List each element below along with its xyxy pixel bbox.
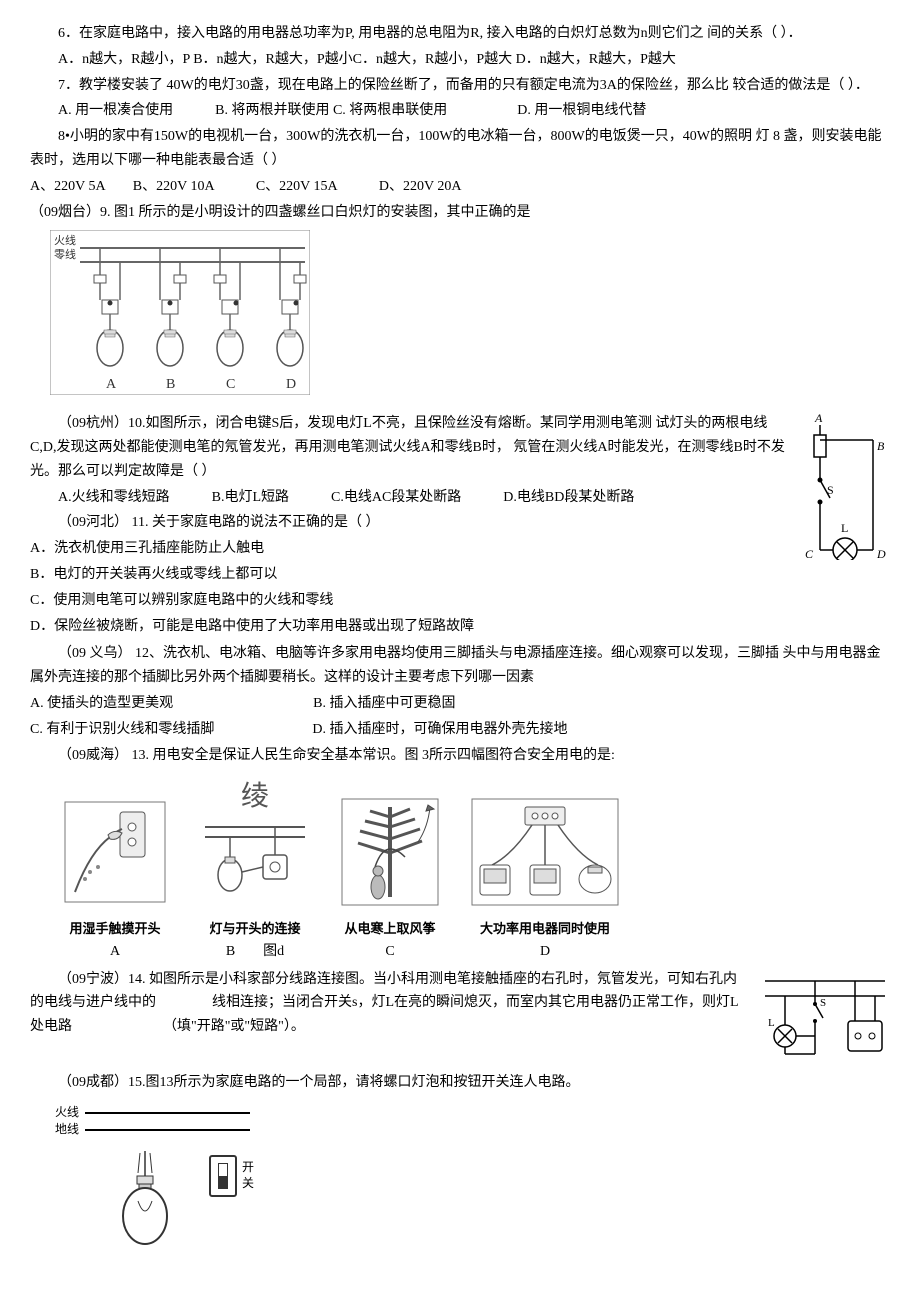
svg-text:关: 关 (242, 1176, 254, 1190)
svg-text:火线: 火线 (55, 1105, 79, 1119)
q6-options: A．n越大，R越小，P B．n越大，R越大，P越小C．n越大，R越小，P越大 D… (30, 48, 890, 72)
q6-text: 6．在家庭电路中，接入电路的用电器总功率为P, 用电器的总电阻为R, 接入电路的… (30, 22, 890, 46)
svg-text:L: L (841, 521, 848, 535)
q11-opt-d: D．保险丝被烧断，可能是电路中使用了大功率用电器或出现了短路故障 (30, 615, 890, 639)
q13-midlabel: 图d (263, 944, 284, 959)
svg-text:地线: 地线 (55, 1122, 79, 1136)
svg-text:L: L (768, 1017, 775, 1029)
q11-opt-c: C．使用测电笔可以辨别家庭电路中的火线和零线 (30, 589, 890, 613)
q14-figure: L S (760, 966, 890, 1070)
q11-opt-b: B．电灯的开关装再火线或零线上都可以 (30, 563, 890, 587)
q13-extra-label: 绫 (200, 773, 310, 821)
q13-letter-c: C (340, 940, 440, 964)
q10-figure: A B S L C D (795, 410, 890, 569)
q9-label-live: 火线 (54, 233, 76, 247)
q8-text: 8•小明的家中有150W的电视机一台，300W的洗衣机一台，100W的电冰箱一台… (30, 125, 890, 173)
q13-fig-c (340, 797, 440, 907)
q9-text: （09烟台）9. 图1 所示的是小明设计的四盏螺丝口白炽灯的安装图，其中正确的是 (30, 201, 890, 225)
q13-fig-d (470, 797, 620, 907)
q9-label-neutral: 零线 (54, 247, 76, 261)
svg-text:D: D (286, 377, 296, 392)
q13-letter-a: A (60, 940, 170, 964)
q13-figure-row: 用湿手触摸开头 A 绫 灯与开头的连接 B 图d (60, 773, 890, 963)
q12-opt-row2: C. 有利于识别火线和零线插脚 D. 插入插座时，可确保用电器外壳先接地 (30, 718, 890, 742)
svg-text:开: 开 (242, 1160, 254, 1174)
q13-letter-d: D (470, 940, 620, 964)
q10-options: A.火线和零线短路 B.电灯L短路 C.电线AC段某处断路 D.电线BD段某处断… (30, 486, 890, 510)
svg-text:C: C (805, 547, 814, 560)
q9-figure: 火线 零线 A B C (50, 230, 890, 404)
q15-figure: 火线 地线 开 关 (50, 1101, 890, 1275)
q13-cap-d: 大功率用电器同时使用 (470, 918, 620, 940)
q11-text: （09河北） 11. 关于家庭电路的说法不正确的是（ ） (30, 511, 890, 535)
q13-text: （09威海） 13. 用电安全是保证人民生命安全基本常识。图 3所示四幅图符合安… (30, 744, 890, 768)
q10-text: （09杭州）10.如图所示，闭合电键S后，发现电灯L不亮，且保险丝没有熔断。某同… (30, 412, 890, 483)
q7-options: A. 用一根凑合使用 B. 将两根并联使用 C. 将两根串联使用 D. 用一根铜… (30, 99, 890, 123)
svg-text:S: S (827, 483, 834, 497)
svg-text:D: D (876, 547, 886, 560)
q13-cap-a: 用湿手触摸开头 (60, 918, 170, 940)
q13-cap-b: 灯与开头的连接 (200, 918, 310, 940)
q11-opt-a: A．洗衣机使用三孔插座能防止人触电 (30, 537, 890, 561)
svg-text:S: S (820, 997, 826, 1009)
svg-text:A: A (106, 377, 117, 392)
svg-text:C: C (226, 377, 235, 392)
svg-text:B: B (877, 439, 885, 453)
q12-opt-row1: A. 使插头的造型更美观 B. 插入插座中可更稳固 (30, 692, 890, 716)
svg-text:A: A (814, 411, 823, 425)
svg-text:B: B (166, 377, 175, 392)
q13-fig-a (60, 797, 170, 907)
q8-options: A、220V 5A B、220V 10A C、220V 15A D、220V 2… (30, 175, 890, 199)
q13-letter-b: B (226, 944, 235, 959)
q7-text: 7．教学楼安装了 40W的电灯30盏，现在电路上的保险丝断了，而备用的只有额定电… (30, 74, 890, 98)
q12-text: （09 义乌） 12、洗衣机、电冰箱、电脑等许多家用电器均使用三脚插头与电源插座… (30, 642, 890, 690)
q15-text: （09成都）15.图13所示为家庭电路的一个局部，请将螺口灯泡和按钮开关连人电路… (30, 1071, 890, 1095)
q13-fig-b (200, 817, 310, 907)
q13-cap-c: 从电寒上取风筝 (340, 918, 440, 940)
